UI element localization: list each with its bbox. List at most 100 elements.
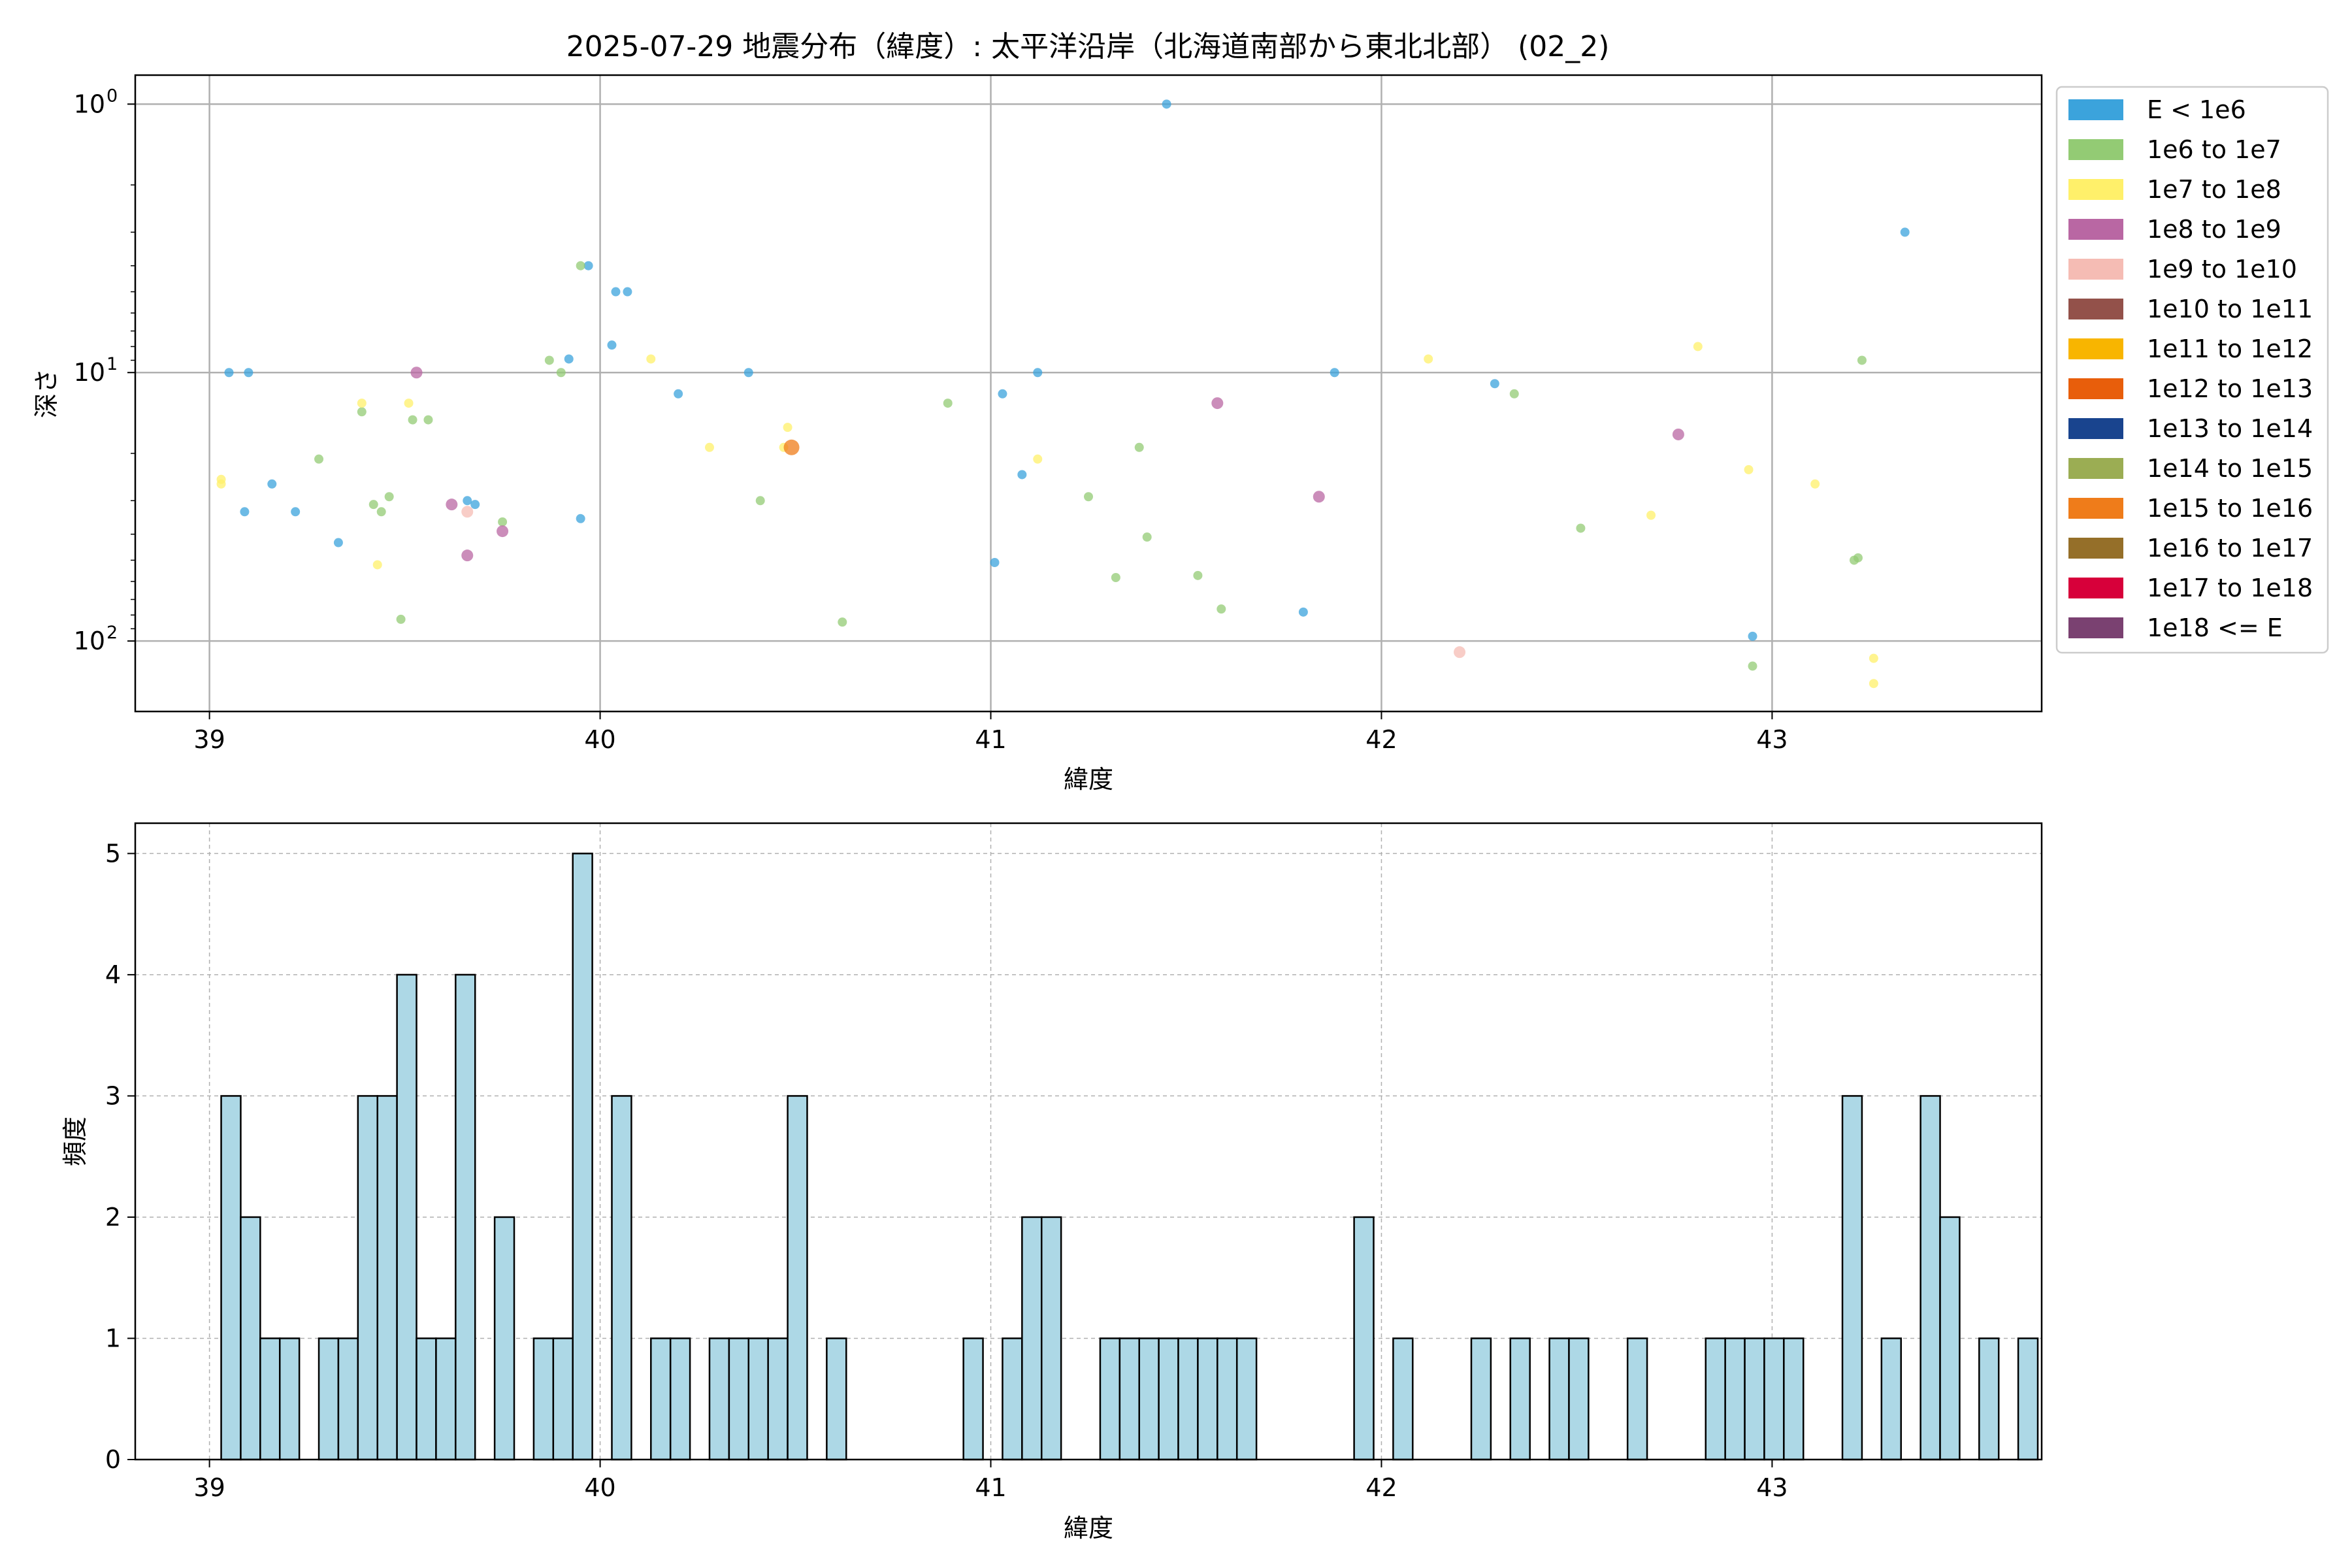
scatter-chart-title: 2025-07-29 地震分布（緯度）: 太平洋沿岸（北海道南部から東北北部） … xyxy=(566,30,1610,63)
scatter-point xyxy=(1033,454,1043,464)
legend-label: 1e10 to 1e11 xyxy=(2147,295,2313,323)
scatter-points xyxy=(216,99,1910,689)
scatter-point xyxy=(1313,491,1325,503)
legend-swatch xyxy=(2068,378,2123,399)
legend-swatch xyxy=(2068,458,2123,479)
legend-label: 1e17 to 1e18 xyxy=(2147,574,2313,602)
histogram-bar xyxy=(1353,1216,1375,1461)
histogram-bar xyxy=(1568,1337,1590,1461)
legend-swatch xyxy=(2068,259,2123,280)
scatter-point xyxy=(1869,679,1878,689)
legend-box xyxy=(2055,86,2329,654)
histogram-bar xyxy=(357,1095,378,1461)
scatter-point xyxy=(1033,368,1043,378)
scatter-point xyxy=(224,368,234,378)
legend-swatch xyxy=(2068,538,2123,559)
scatter-point xyxy=(1017,470,1027,480)
scatter-point xyxy=(564,354,574,364)
scatter-point xyxy=(314,454,324,464)
histogram-bar xyxy=(1919,1095,1941,1461)
tick-exponent: 1 xyxy=(106,354,118,374)
legend-entries: E < 1e6 1e6 to 1e7 1e7 to 1e8 1e8 to 1e9 1e9… xyxy=(2068,95,2313,642)
histogram-x-tick-label: 40 xyxy=(584,1473,615,1502)
scatter-point xyxy=(1576,523,1586,533)
histogram-y-tick-label: 3 xyxy=(105,1081,121,1110)
histogram-bar xyxy=(1470,1337,1492,1461)
histogram-bar xyxy=(2017,1337,2039,1461)
legend-label: 1e8 to 1e9 xyxy=(2147,215,2281,244)
scatter-point xyxy=(244,368,253,378)
scatter-y-axis-label: 深さ xyxy=(32,368,61,418)
scatter-point xyxy=(357,407,367,417)
histogram-bar xyxy=(1724,1337,1746,1461)
scatter-x-tick-label: 43 xyxy=(1756,725,1788,754)
legend-label: 1e13 to 1e14 xyxy=(2147,414,2313,443)
histogram-bar xyxy=(1392,1337,1414,1461)
histogram-x-axis-label: 緯度 xyxy=(1064,1514,1113,1543)
scatter-y-tick-label: 10 2 xyxy=(74,623,118,655)
histogram-bar xyxy=(1841,1095,1863,1461)
scatter-gridlines xyxy=(135,75,2042,711)
legend-label: 1e15 to 1e16 xyxy=(2147,494,2313,523)
legend-swatch xyxy=(2068,498,2123,519)
scatter-point xyxy=(1693,342,1703,351)
legend-label: 1e7 to 1e8 xyxy=(2147,175,2281,204)
histogram-bar xyxy=(1939,1216,1961,1461)
histogram-bar xyxy=(1235,1337,1258,1461)
scatter-point xyxy=(498,517,508,527)
histogram-bar xyxy=(747,1337,769,1461)
scatter-point xyxy=(1162,99,1171,109)
histogram-bar xyxy=(240,1216,261,1461)
scatter-x-tick-label: 41 xyxy=(975,725,1006,754)
histogram-y-tick-label: 1 xyxy=(105,1324,121,1352)
histogram-bar xyxy=(337,1337,359,1461)
histogram-bar xyxy=(572,853,593,1461)
histogram-bar xyxy=(1021,1216,1043,1461)
tick-base: 10 xyxy=(74,90,105,118)
scatter-point xyxy=(461,506,474,518)
histogram-bar xyxy=(396,973,417,1461)
histogram-bar xyxy=(1548,1337,1570,1461)
histogram-bar xyxy=(1744,1337,1765,1461)
scatter-point xyxy=(1646,510,1656,520)
histogram-bar xyxy=(708,1337,730,1461)
histogram-bar xyxy=(1509,1337,1531,1461)
histogram-bar xyxy=(787,1095,808,1461)
histogram-bar xyxy=(1626,1337,1648,1461)
histogram-bar xyxy=(376,1095,398,1461)
legend-swatch xyxy=(2068,99,2123,120)
scatter-point xyxy=(410,367,423,379)
scatter-point xyxy=(446,498,458,511)
scatter-point xyxy=(216,474,226,484)
scatter-point xyxy=(704,442,714,452)
scatter-point xyxy=(372,560,382,570)
histogram-bar xyxy=(1978,1337,2000,1461)
scatter-point xyxy=(783,423,792,433)
scatter-point xyxy=(990,557,1000,567)
histogram-y-tick-label: 0 xyxy=(105,1445,121,1474)
scatter-y-tick-label: 10 0 xyxy=(74,86,118,118)
scatter-plot-frame xyxy=(134,74,2043,713)
scatter-point xyxy=(1744,465,1754,474)
histogram-x-tick-label: 39 xyxy=(193,1473,225,1502)
scatter-point xyxy=(423,415,433,425)
scatter-point xyxy=(1509,389,1519,399)
histogram-x-tick-label: 43 xyxy=(1756,1473,1788,1502)
scatter-point xyxy=(1424,354,1433,364)
scatter-point xyxy=(396,614,406,624)
scatter-point xyxy=(1490,379,1499,389)
histogram-bar xyxy=(318,1337,340,1461)
histogram-bar xyxy=(416,1337,437,1461)
histogram-bar xyxy=(962,1337,984,1461)
scatter-point xyxy=(368,500,378,510)
legend-label: 1e16 to 1e17 xyxy=(2147,534,2313,563)
scatter-point xyxy=(783,439,800,455)
legend-swatch xyxy=(2068,338,2123,359)
scatter-point xyxy=(1672,428,1684,440)
scatter-point xyxy=(607,340,617,350)
histogram-bar xyxy=(669,1337,691,1461)
legend-swatch xyxy=(2068,578,2123,598)
